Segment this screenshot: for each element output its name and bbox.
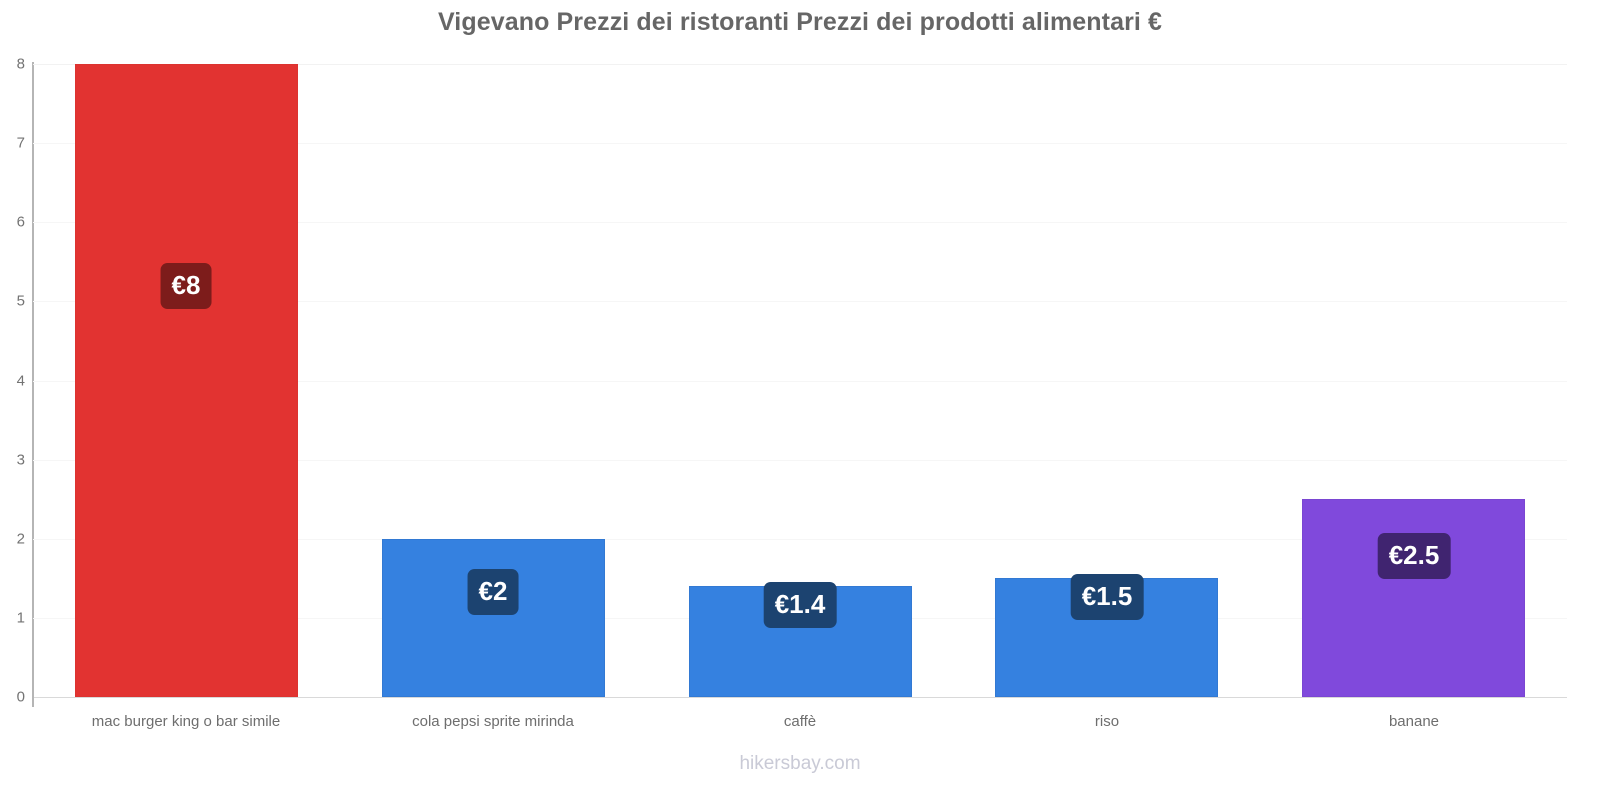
chart-title: Vigevano Prezzi dei ristoranti Prezzi de… bbox=[437, 8, 1163, 36]
y-tick-label: 8 bbox=[16, 55, 25, 73]
y-tick-label: 2 bbox=[16, 530, 25, 548]
x-axis-origin-tick bbox=[32, 697, 34, 707]
bar[interactable] bbox=[1302, 499, 1525, 697]
gridline bbox=[33, 459, 1567, 461]
gridline bbox=[33, 538, 1567, 540]
gridline bbox=[33, 143, 1567, 145]
y-tick-label: 0 bbox=[16, 688, 25, 706]
gridline bbox=[33, 64, 1567, 65]
y-tick-label: 5 bbox=[16, 292, 25, 310]
bar[interactable] bbox=[75, 64, 298, 697]
y-tick-label: 6 bbox=[16, 213, 25, 231]
gridline bbox=[33, 222, 1567, 224]
bar[interactable] bbox=[382, 539, 605, 697]
x-tick-label: caffè bbox=[783, 713, 817, 730]
gridline bbox=[33, 301, 1567, 303]
y-axis-tick-labels: 0 1 2 3 4 5 6 7 8 bbox=[0, 57, 25, 705]
x-tick-label: cola pepsi sprite mirinda bbox=[412, 713, 574, 730]
footer-watermark: hikersbay.com bbox=[739, 753, 861, 774]
y-tick-label: 1 bbox=[16, 609, 25, 627]
y-tick-label: 3 bbox=[16, 451, 25, 469]
bar-value-label: €2 bbox=[467, 569, 519, 615]
x-tick-label: riso bbox=[1094, 713, 1120, 730]
gridline bbox=[33, 380, 1567, 382]
x-tick-label: mac burger king o bar simile bbox=[91, 713, 281, 730]
plot-area: €8 €2 €1.4 €1.5 €2.5 bbox=[33, 64, 1567, 697]
bar-value-label: €1.5 bbox=[1070, 574, 1144, 620]
x-axis-category-labels: mac burger king o bar simile cola pepsi s… bbox=[33, 712, 1567, 742]
bar-value-label: €8 bbox=[160, 263, 212, 309]
bar-value-label: €1.4 bbox=[763, 582, 837, 628]
y-tick-label: 4 bbox=[16, 372, 25, 389]
bar-value-label: €2.5 bbox=[1377, 533, 1451, 579]
x-tick-label: banane bbox=[1388, 713, 1440, 730]
x-axis-line bbox=[33, 697, 1567, 698]
y-tick-label: 7 bbox=[16, 134, 25, 152]
